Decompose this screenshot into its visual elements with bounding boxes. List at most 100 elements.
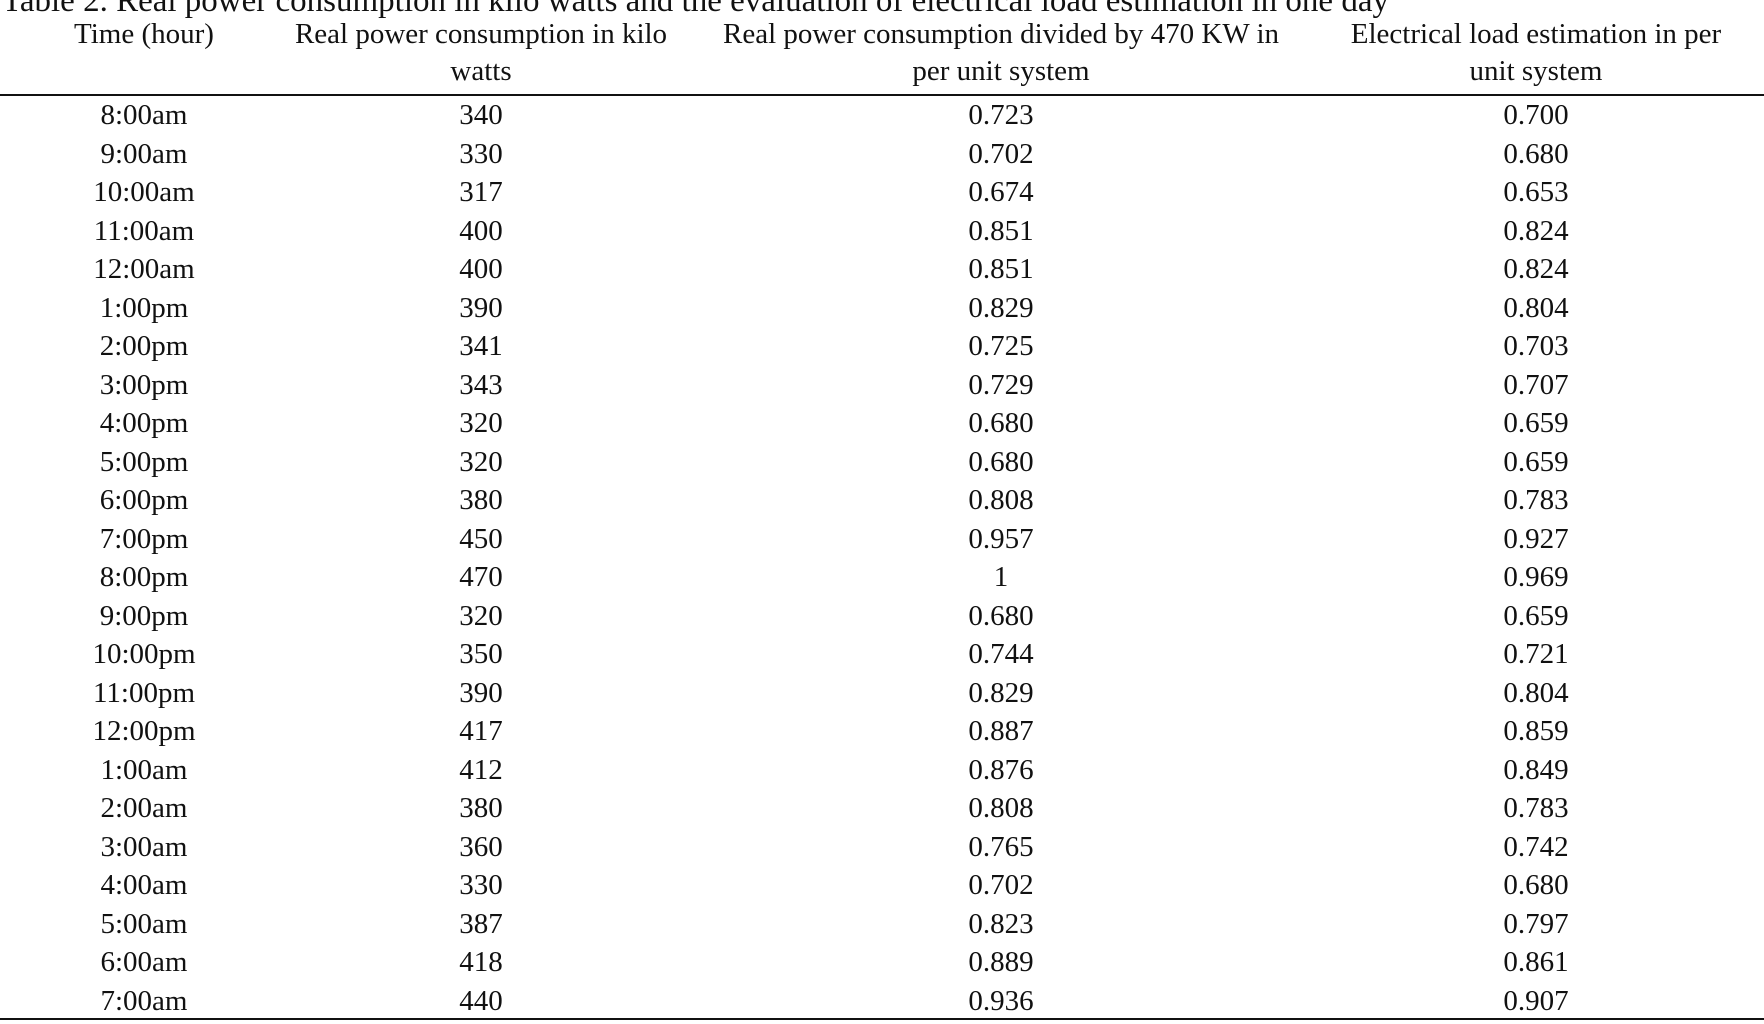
table-cell: 0.849 xyxy=(1503,753,1569,786)
table-cell: 0.680 xyxy=(968,445,1034,478)
table-cell: 3:00am xyxy=(100,830,188,863)
table-cell: 0.702 xyxy=(968,137,1034,170)
table-cell: 320 xyxy=(459,407,503,439)
table-cell: 400 xyxy=(459,253,503,285)
table-cell: 0.851 xyxy=(968,253,1034,285)
table-cell: 0.969 xyxy=(1503,561,1569,593)
table-cell: 7:00am xyxy=(100,984,188,1017)
table-cell: 0.680 xyxy=(968,407,1034,439)
table-cell: 330 xyxy=(459,869,503,901)
table-cell: 1:00am xyxy=(100,753,188,786)
table-cell: 10:00pm xyxy=(92,638,196,670)
table-cell: 0.808 xyxy=(968,484,1034,516)
table-cell: 0.680 xyxy=(968,599,1034,632)
table-cell: 360 xyxy=(459,830,503,863)
table-cell: 0.674 xyxy=(968,176,1034,208)
table-cell: 0.851 xyxy=(968,214,1034,247)
table-cell: 0.804 xyxy=(1503,291,1569,324)
table-cell: 450 xyxy=(459,522,503,555)
table-cell: 0.824 xyxy=(1503,253,1569,285)
table-cell: 9:00am xyxy=(100,137,188,170)
table-cell: 0.824 xyxy=(1503,214,1569,247)
table-cell: 0.927 xyxy=(1503,522,1569,555)
table-cell: 11:00am xyxy=(93,214,195,247)
table-cell: 8:00am xyxy=(100,99,188,131)
bottom-rule xyxy=(0,1018,1764,1020)
table-cell: 9:00pm xyxy=(99,599,189,632)
table-cell: 7:00pm xyxy=(99,522,189,555)
table-cell: 330 xyxy=(459,137,503,170)
table-cell: 10:00am xyxy=(93,176,195,208)
table-cell: 0.707 xyxy=(1503,368,1569,401)
table-cell: 0.721 xyxy=(1503,638,1569,670)
table-cell: 412 xyxy=(459,753,503,786)
table-cell: 11:00pm xyxy=(92,676,196,709)
table-cell: 0.804 xyxy=(1503,676,1569,709)
table-cell: 0.936 xyxy=(968,984,1034,1017)
table-cell: 4:00pm xyxy=(99,407,189,439)
table-cell: 400 xyxy=(459,214,503,247)
table-cell: 6:00am xyxy=(100,946,188,978)
table-cell: 5:00pm xyxy=(99,445,189,478)
table-cell: 0.742 xyxy=(1503,830,1569,863)
table-cell: 417 xyxy=(459,715,503,747)
table-cell: 3:00pm xyxy=(99,368,189,401)
table-cell: 390 xyxy=(459,291,503,324)
table-cell: 470 xyxy=(459,561,503,593)
table-cell: 0.876 xyxy=(968,753,1034,786)
table-cell: 0.783 xyxy=(1503,792,1569,824)
table-cell: 0.680 xyxy=(1503,137,1569,170)
table-cell: 317 xyxy=(459,176,503,208)
column-header: Time (hour) xyxy=(74,18,214,50)
table-cell: 0.723 xyxy=(968,99,1034,131)
table-cell: 390 xyxy=(459,676,503,709)
table-cell: 0.823 xyxy=(968,907,1034,940)
table-cell: 341 xyxy=(459,330,503,362)
column-header: Real power consumption divided by 470 KW… xyxy=(722,18,1280,87)
table-cell: 0.861 xyxy=(1503,946,1569,978)
table-cell: 387 xyxy=(459,907,503,940)
table-cell: 1:00pm xyxy=(99,291,189,324)
table-cell: 4:00am xyxy=(100,869,188,901)
table-cell: 1 xyxy=(993,561,1009,593)
table-cell: 0.659 xyxy=(1503,599,1569,632)
table-cell: 0.725 xyxy=(968,330,1034,362)
column-header: Electrical load estimation in per unit s… xyxy=(1350,18,1722,87)
table-cell: 418 xyxy=(459,946,503,978)
table-cell: 0.659 xyxy=(1503,407,1569,439)
table-cell: 12:00am xyxy=(93,253,195,285)
table-cell: 0.680 xyxy=(1503,869,1569,901)
table-cell: 2:00pm xyxy=(99,330,189,362)
table-cell: 320 xyxy=(459,599,503,632)
table-cell: 0.889 xyxy=(968,946,1034,978)
table-cell: 0.659 xyxy=(1503,445,1569,478)
table-cell: 0.703 xyxy=(1503,330,1569,362)
table-cell: 0.829 xyxy=(968,676,1034,709)
table-cell: 340 xyxy=(459,99,503,131)
table-cell: 0.907 xyxy=(1503,984,1569,1017)
table-cell: 0.859 xyxy=(1503,715,1569,747)
table-cell: 0.829 xyxy=(968,291,1034,324)
table-cell: 0.783 xyxy=(1503,484,1569,516)
table-cell: 0.744 xyxy=(968,638,1034,670)
table-cell: 350 xyxy=(459,638,503,670)
table-cell: 380 xyxy=(459,484,503,516)
table-cell: 0.797 xyxy=(1503,907,1569,940)
table-cell: 440 xyxy=(459,984,503,1017)
table-cell: 12:00pm xyxy=(92,715,196,747)
table-cell: 0.957 xyxy=(968,522,1034,555)
table-cell: 8:00pm xyxy=(99,561,189,593)
table-cell: 6:00pm xyxy=(99,484,189,516)
column-header: Real power consumption in kilo watts xyxy=(294,18,668,87)
table-cell: 0.808 xyxy=(968,792,1034,824)
table-cell: 0.887 xyxy=(968,715,1034,747)
table-cell: 320 xyxy=(459,445,503,478)
header-rule xyxy=(0,94,1764,96)
table-cell: 343 xyxy=(459,368,503,401)
table-cell: 0.653 xyxy=(1503,176,1569,208)
table-cell: 0.729 xyxy=(968,368,1034,401)
table-cell: 0.700 xyxy=(1503,99,1569,131)
table-cell: 0.702 xyxy=(968,869,1034,901)
table-title: Table 2. Real power consumption in kilo … xyxy=(2,0,1389,19)
